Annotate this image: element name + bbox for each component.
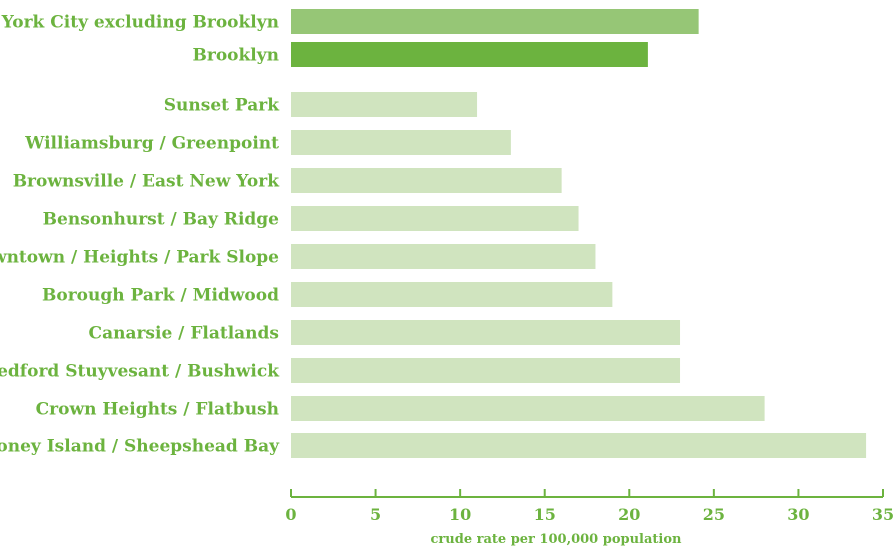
label-new-york-city-excluding-brooklyn: New York City excluding Brooklyn [0, 13, 279, 33]
label-bensonhurst-bay-ridge: Bensonhurst / Bay Ridge [43, 210, 279, 230]
bars-group [291, 9, 867, 458]
category-labels-group: New York City excluding Brooklyn Brooklyn… [0, 13, 280, 457]
label-borough-park-midwood: Borough Park / Midwood [42, 286, 279, 306]
bar-crown-heights-flatbush [291, 396, 765, 421]
x-tick-label: 20 [618, 505, 640, 524]
label-bedford-stuyvesant-bushwick: Bedford Stuyvesant / Bushwick [0, 362, 280, 382]
label-canarsie-flatlands: Canarsie / Flatlands [89, 324, 279, 344]
x-axis: 0 5 10 15 20 25 30 35 [285, 489, 894, 524]
bar-downtown-heights-park-slope [291, 244, 596, 269]
bar-borough-park-midwood [291, 282, 613, 307]
x-axis-title: crude rate per 100,000 population [431, 532, 683, 547]
bar-bensonhurst-bay-ridge [291, 206, 579, 231]
label-brooklyn: Brooklyn [193, 46, 279, 66]
label-williamsburg-greenpoint: Williamsburg / Greenpoint [24, 134, 279, 154]
label-coney-island-sheepshead-bay: Coney Island / Sheepshead Bay [0, 437, 280, 457]
label-downtown-heights-park-slope: Downtown / Heights / Park Slope [0, 248, 279, 268]
label-brownsville-east-new-york: Brownsville / East New York [13, 172, 281, 192]
x-tick-label: 10 [449, 505, 471, 524]
bar-bedford-stuyvesant-bushwick [291, 358, 681, 383]
x-tick-label: 35 [872, 505, 894, 524]
bar-sunset-park [291, 92, 478, 117]
bar-new-york-city-excluding-brooklyn [291, 9, 699, 34]
bar-coney-island-sheepshead-bay [291, 433, 867, 458]
label-sunset-park: Sunset Park [164, 96, 280, 116]
x-tick-label: 30 [787, 505, 809, 524]
bar-williamsburg-greenpoint [291, 130, 511, 155]
bar-brooklyn [291, 42, 648, 67]
bar-brownsville-east-new-york [291, 168, 562, 193]
x-tick-label: 5 [370, 505, 381, 524]
x-tick-label: 25 [703, 505, 725, 524]
x-tick-label: 0 [285, 505, 296, 524]
label-crown-heights-flatbush: Crown Heights / Flatbush [36, 400, 279, 420]
bar-canarsie-flatlands [291, 320, 681, 345]
x-tick-label: 15 [534, 505, 556, 524]
